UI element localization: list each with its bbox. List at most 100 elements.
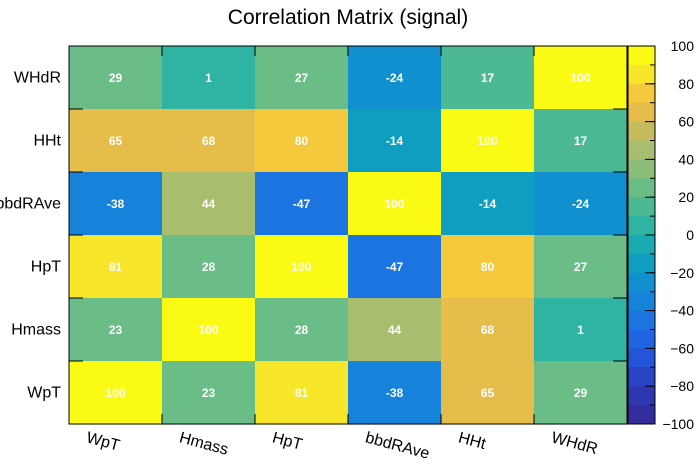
colorbar-segment [628, 348, 655, 368]
cell-value-label: 1 [205, 71, 212, 85]
heatmap-cell [255, 298, 349, 362]
colorbar-tick-label: 100 [671, 38, 695, 54]
cell-value-label: 29 [109, 71, 123, 85]
colorbar-tick-label: 80 [678, 76, 694, 92]
cell-value-label: -47 [386, 260, 404, 274]
colorbar-tick-label: 60 [678, 114, 694, 130]
colorbar-tick-label: 0 [686, 227, 694, 243]
heatmap-cell [441, 298, 535, 362]
cell-value-label: 27 [295, 71, 309, 85]
cell-value-label: 80 [295, 134, 309, 148]
cell-value-label: 100 [384, 197, 404, 211]
cell-value-label: 100 [198, 323, 218, 337]
x-axis-label: Hmass [177, 429, 229, 458]
heatmap-cell [255, 235, 349, 299]
heatmap-cell [534, 361, 628, 425]
heatmap-cell [162, 361, 256, 425]
colorbar-segment [628, 329, 655, 349]
cell-value-label: 17 [481, 71, 495, 85]
x-axis-label: WHdR [549, 429, 599, 458]
cell-value-label: -38 [386, 386, 404, 400]
heatmap-cell [162, 298, 256, 362]
colorbar-segment [628, 405, 655, 425]
heatmap-cell [69, 298, 163, 362]
heatmap-cell [348, 172, 442, 236]
heatmap-cell [255, 46, 349, 110]
heatmap-cell [255, 361, 349, 425]
cell-value-label: -47 [293, 197, 311, 211]
heatmap-cell [348, 235, 442, 299]
colorbar-segment [628, 64, 655, 85]
colorbar-segment [628, 159, 655, 179]
heatmap-cell [162, 46, 256, 110]
cell-value-label: -24 [572, 197, 590, 211]
cell-value-label: 29 [574, 386, 588, 400]
y-axis-label: WHdR [14, 70, 61, 87]
cell-value-label: 28 [295, 323, 309, 337]
cell-value-label: -38 [107, 197, 125, 211]
heatmap-cell [69, 109, 163, 173]
cell-value-label: 44 [202, 197, 216, 211]
colorbar-segment [628, 310, 655, 330]
cell-value-label: 100 [105, 386, 125, 400]
heatmap-cell [441, 172, 535, 236]
colorbar-segment [628, 102, 655, 123]
colorbar: 100 80 60 40 20 0 −20 −40 −60 −80 −100 [627, 38, 695, 432]
cell-value-label: 81 [109, 260, 123, 274]
heatmap-cell [348, 361, 442, 425]
heatmap-cell [69, 46, 163, 110]
cell-value-label: 23 [202, 386, 216, 400]
cell-value-label: 68 [481, 323, 495, 337]
cell-value-label: 81 [295, 386, 309, 400]
heatmap-cell [534, 235, 628, 299]
cell-value-label: 28 [202, 260, 216, 274]
colorbar-segment [628, 367, 655, 387]
cell-value-label: 100 [477, 134, 497, 148]
cell-value-label: 100 [291, 260, 311, 274]
cell-value-label: 23 [109, 323, 123, 337]
heatmap-cell [534, 298, 628, 362]
colorbar-segment [628, 291, 655, 312]
x-axis-label: bbdRAve [363, 429, 431, 462]
cell-value-label: 68 [202, 134, 216, 148]
heatmap-cell [162, 109, 256, 173]
heatmap-cell [534, 46, 628, 110]
chart-title: Correlation Matrix (signal) [228, 6, 468, 29]
heatmap-cell [441, 361, 535, 425]
heatmap-cell [534, 109, 628, 173]
heatmap-cell [534, 172, 628, 236]
colorbar-tick-label: 20 [678, 189, 694, 205]
y-axis-label: HHt [33, 133, 61, 150]
y-axis-label: HpT [31, 259, 61, 276]
heatmap-cell [441, 109, 535, 173]
x-axis-labels: WpT Hmass HpT bbdRAve HHt WHdR [84, 429, 599, 462]
cell-value-label: -14 [386, 134, 404, 148]
colorbar-segment [628, 178, 655, 198]
cell-value-label: 80 [481, 260, 495, 274]
colorbar-tick-label: −20 [670, 265, 694, 281]
cell-value-label: -24 [386, 71, 404, 85]
colorbar-segment [628, 272, 655, 293]
heatmap-cell [348, 46, 442, 110]
x-axis-label: WpT [84, 429, 121, 454]
heatmap-cell [348, 298, 442, 362]
heatmap-cell [69, 235, 163, 299]
heatmap-cell [255, 172, 349, 236]
cell-value-label: 65 [481, 386, 495, 400]
y-axis-label: Hmass [11, 322, 61, 339]
heatmap-cell [69, 172, 163, 236]
colorbar-segment [628, 253, 655, 274]
heatmap-cells [69, 46, 628, 425]
heatmap-cell [69, 361, 163, 425]
y-axis-label: WpT [27, 385, 61, 402]
heatmap-cell [162, 235, 256, 299]
colorbar-tick-label: −60 [670, 340, 694, 356]
heatmap-cell [348, 109, 442, 173]
x-axis-label: HHt [456, 429, 488, 453]
colorbar-segment [628, 83, 655, 104]
colorbar-tick-label: −40 [670, 303, 694, 319]
colorbar-tick-label: −100 [662, 416, 694, 432]
colorbar-tick-label: −80 [670, 378, 694, 394]
colorbar-segment [628, 121, 655, 141]
